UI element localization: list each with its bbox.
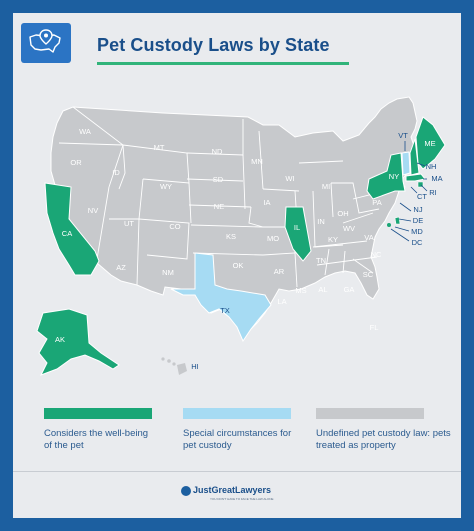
us-mainland-shape <box>50 96 418 340</box>
state-label-ma: MA <box>431 174 442 183</box>
state-ak <box>36 308 120 376</box>
state-label-mn: MN <box>251 157 263 166</box>
legend-undefined: Undefined pet custody law: pets treated … <box>316 408 456 452</box>
state-label-de: DE <box>413 216 423 225</box>
state-label-nv: NV <box>88 206 98 215</box>
state-label-sd: SD <box>213 175 224 184</box>
state-label-in: IN <box>317 217 325 226</box>
header: Pet Custody Laws by State <box>13 13 461 71</box>
state-label-ga: GA <box>344 285 355 294</box>
state-label-va: VA <box>364 233 373 242</box>
state-label-nd: ND <box>212 147 223 156</box>
state-ca <box>44 182 100 276</box>
state-ny <box>366 152 406 200</box>
state-label-ok: OK <box>233 261 244 270</box>
state-de <box>394 216 401 225</box>
state-label-ct: CT <box>417 192 427 201</box>
state-label-wa: WA <box>79 127 91 136</box>
infographic-panel: Pet Custody Laws by State <box>13 13 461 518</box>
state-label-nh: NH <box>426 162 437 171</box>
state-label-nc: NC <box>371 250 382 259</box>
state-label-id: ID <box>112 168 120 177</box>
legend-label-well-being: Considers the well-being of the pet <box>44 428 149 451</box>
state-label-me: ME <box>424 139 435 148</box>
legend-label-undefined: Undefined pet custody law: pets treated … <box>316 428 451 451</box>
state-label-vt: VT <box>398 131 408 140</box>
state-ma <box>405 173 426 182</box>
state-hi <box>161 357 187 375</box>
state-label-co: CO <box>169 222 180 231</box>
state-label-tn: TN <box>316 256 326 265</box>
brand-tagline: YOU DON'T HAVE TO FACE THE LAW ALONE <box>210 497 274 501</box>
state-label-tx: TX <box>220 306 230 315</box>
state-label-sc: SC <box>363 270 374 279</box>
brand-logo-icon <box>181 486 191 496</box>
state-label-oh: OH <box>337 209 348 218</box>
state-label-hi: HI <box>191 362 199 371</box>
legend-label-special: Special circumstances for pet custody <box>183 428 292 451</box>
state-il <box>284 206 312 262</box>
state-label-fl: FL <box>370 323 379 332</box>
state-vt <box>401 151 411 176</box>
state-label-mt: MT <box>154 143 165 152</box>
legend-swatch-special <box>183 408 291 419</box>
state-label-md: MD <box>411 227 423 236</box>
state-label-wv: WV <box>343 224 355 233</box>
legend-swatch-undefined <box>316 408 424 419</box>
legend-well-being: Considers the well-being of the pet <box>44 408 156 452</box>
state-label-ak: AK <box>55 335 65 344</box>
brand-name: JustGreatLawyers <box>193 485 272 495</box>
state-label-ia: IA <box>263 198 270 207</box>
state-label-ca: CA <box>62 229 72 238</box>
state-label-or: OR <box>70 158 82 167</box>
state-label-nj: NJ <box>413 205 422 214</box>
state-label-pa: PA <box>372 198 381 207</box>
footer-divider <box>13 471 461 472</box>
state-label-ne: NE <box>214 202 224 211</box>
state-label-nm: NM <box>162 268 174 277</box>
state-label-dc: DC <box>412 238 423 247</box>
state-label-ri: RI <box>429 188 437 197</box>
us-map: WA OR CA NV ID MT WY UT AZ CO NM ND SD N… <box>36 96 446 376</box>
state-label-mi: MI <box>322 182 330 191</box>
state-label-al: AL <box>318 285 327 294</box>
legend-special: Special circumstances for pet custody <box>183 408 295 452</box>
state-label-ms: MS <box>295 286 306 295</box>
state-tx <box>170 252 272 343</box>
us-map-pin-icon <box>21 23 71 63</box>
state-label-ky: KY <box>328 235 338 244</box>
title-underline <box>97 62 349 65</box>
legend-swatch-well-being <box>44 408 152 419</box>
state-label-il: IL <box>294 223 300 232</box>
state-label-wi: WI <box>285 174 294 183</box>
state-label-mo: MO <box>267 234 279 243</box>
label-leaders <box>390 141 428 242</box>
state-label-ks: KS <box>226 232 236 241</box>
state-label-az: AZ <box>116 263 126 272</box>
state-nh <box>409 138 420 176</box>
state-dc <box>387 223 391 227</box>
page-title: Pet Custody Laws by State <box>97 35 330 55</box>
state-label-ny: NY <box>389 172 399 181</box>
state-borders <box>58 106 386 288</box>
state-label-ar: AR <box>274 267 285 276</box>
state-label-ut: UT <box>124 219 134 228</box>
state-label-wy: WY <box>160 182 172 191</box>
state-label-la: LA <box>277 297 286 306</box>
